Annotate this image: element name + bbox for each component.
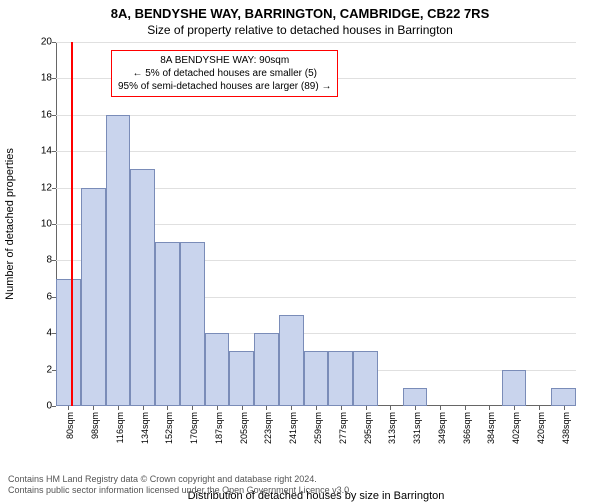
page-subtitle: Size of property relative to detached ho… [0,21,600,37]
histogram-bar [353,351,378,406]
x-tick [415,406,416,410]
x-tick-label: 259sqm [313,412,323,444]
x-tick [489,406,490,410]
chart-plot-area: 0246810121416182080sqm98sqm116sqm134sqm1… [56,42,576,406]
histogram-bar [130,169,155,406]
annotation-line: 95% of semi-detached houses are larger (… [118,80,331,93]
x-tick-label: 331sqm [412,412,422,444]
x-tick [440,406,441,410]
x-tick-label: 170sqm [189,412,199,444]
y-tick-label: 4 [46,328,52,339]
reference-line [71,42,73,406]
y-tick-label: 18 [41,73,52,84]
gridline [56,151,576,152]
y-tick-label: 6 [46,291,52,302]
page-title: 8A, BENDYSHE WAY, BARRINGTON, CAMBRIDGE,… [0,0,600,21]
x-tick-label: 223sqm [263,412,273,444]
x-tick-label: 402sqm [511,412,521,444]
x-tick-label: 295sqm [363,412,373,444]
x-tick [390,406,391,410]
x-tick [192,406,193,410]
histogram-bar [56,279,81,406]
x-tick-label: 80sqm [65,412,75,439]
x-tick [341,406,342,410]
y-tick-label: 16 [41,109,52,120]
y-tick [52,188,56,189]
x-tick [266,406,267,410]
y-tick-label: 8 [46,255,52,266]
histogram-bar [502,370,527,406]
y-tick-label: 20 [41,37,52,48]
x-tick-label: 349sqm [437,412,447,444]
x-tick [366,406,367,410]
y-tick-label: 14 [41,146,52,157]
y-tick [52,260,56,261]
x-tick [539,406,540,410]
x-tick-label: 384sqm [486,412,496,444]
x-tick-label: 438sqm [561,412,571,444]
x-tick-label: 277sqm [338,412,348,444]
footer-attribution: Contains HM Land Registry data © Crown c… [8,474,352,496]
x-tick-label: 366sqm [462,412,472,444]
x-tick [514,406,515,410]
x-tick-label: 98sqm [90,412,100,439]
x-tick [316,406,317,410]
y-tick-label: 2 [46,364,52,375]
x-tick-label: 134sqm [140,412,150,444]
histogram-bar [304,351,329,406]
x-tick [93,406,94,410]
y-axis-label: Number of detached properties [4,148,16,300]
x-tick [118,406,119,410]
histogram-bar [205,333,230,406]
histogram-bar [155,242,180,406]
histogram-bar [81,188,106,406]
histogram-bar [551,388,576,406]
x-tick-label: 205sqm [239,412,249,444]
x-tick-label: 420sqm [536,412,546,444]
histogram-bar [254,333,279,406]
y-tick [52,78,56,79]
x-tick [465,406,466,410]
footer-line: Contains HM Land Registry data © Crown c… [8,474,352,485]
plot-area: 0246810121416182080sqm98sqm116sqm134sqm1… [56,42,576,406]
y-tick-label: 10 [41,219,52,230]
histogram-bar [106,115,131,406]
x-tick [564,406,565,410]
y-tick [52,224,56,225]
x-tick-label: 313sqm [387,412,397,444]
y-tick [52,151,56,152]
annotation-line: 8A BENDYSHE WAY: 90sqm [118,54,331,67]
y-tick-label: 12 [41,182,52,193]
annotation-box: 8A BENDYSHE WAY: 90sqm← 5% of detached h… [111,50,338,97]
y-tick [52,42,56,43]
x-tick [217,406,218,410]
y-tick [52,406,56,407]
histogram-bar [328,351,353,406]
gridline [56,115,576,116]
y-tick [52,115,56,116]
x-tick-label: 116sqm [115,412,125,443]
x-tick [167,406,168,410]
x-tick [291,406,292,410]
x-tick [68,406,69,410]
annotation-line: ← 5% of detached houses are smaller (5) [118,67,331,80]
histogram-bar [180,242,205,406]
footer-line: Contains public sector information licen… [8,485,352,496]
x-tick-label: 241sqm [288,412,298,444]
histogram-bar [403,388,428,406]
x-tick-label: 152sqm [164,412,174,444]
x-tick [242,406,243,410]
histogram-bar [229,351,254,406]
x-tick [143,406,144,410]
y-tick-label: 0 [46,401,52,412]
chart-container: 8A, BENDYSHE WAY, BARRINGTON, CAMBRIDGE,… [0,0,600,500]
gridline [56,42,576,43]
x-tick-label: 187sqm [214,412,224,444]
histogram-bar [279,315,304,406]
